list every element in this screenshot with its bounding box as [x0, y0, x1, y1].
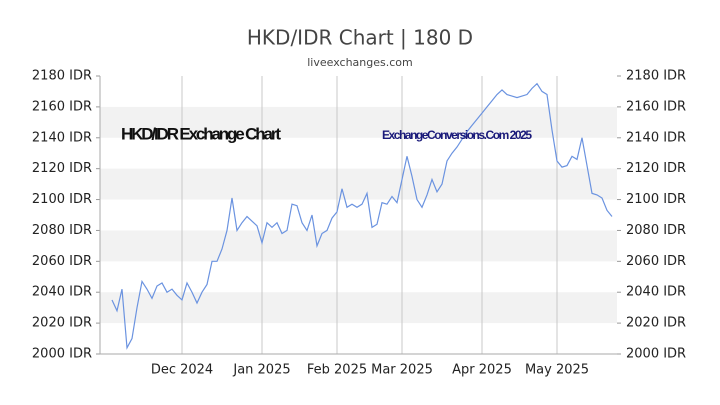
- y2-tick-label: 2120 IDR: [626, 161, 686, 176]
- grid-band: [100, 106, 617, 138]
- y-tick-label: 2160 IDR: [32, 99, 92, 114]
- x-tick-label: Feb 2025: [307, 363, 367, 378]
- y-tick-label: 2000 IDR: [32, 347, 92, 362]
- y2-tick-label: 2100 IDR: [626, 192, 686, 207]
- annotation: ExchangeConversions.Com 2025: [382, 128, 532, 142]
- y-tick-label: 2040 IDR: [32, 285, 92, 300]
- y2-tick-label: 2160 IDR: [626, 99, 686, 114]
- x-tick-label: Apr 2025: [452, 363, 512, 378]
- y2-tick-label: 2020 IDR: [626, 316, 686, 331]
- y-tick-label: 2180 IDR: [32, 69, 92, 84]
- y2-tick-label: 2080 IDR: [626, 223, 686, 238]
- y-tick-label: 2080 IDR: [32, 223, 92, 238]
- x-tick-label: Mar 2025: [371, 363, 433, 378]
- y-tick-label: 2060 IDR: [32, 254, 92, 269]
- data-line: [111, 82, 613, 350]
- annotation: HKD/IDR Exchange Chart: [121, 124, 281, 143]
- chart-subtitle: liveexchanges.com: [307, 56, 412, 69]
- x-tick-label: Jan 2025: [232, 363, 290, 378]
- chart-title: HKD/IDR Chart | 180 D: [247, 26, 473, 50]
- y2-tick-label: 2140 IDR: [626, 130, 686, 145]
- grid-bands: [100, 106, 617, 324]
- y-tick-label: 2020 IDR: [32, 316, 92, 331]
- grid-band: [100, 168, 617, 200]
- y2-tick-label: 2060 IDR: [626, 254, 686, 269]
- y2-tick-label: 2180 IDR: [626, 69, 686, 84]
- x-tick-label: Dec 2024: [151, 363, 213, 378]
- y-tick-label: 2100 IDR: [32, 192, 92, 207]
- y2-tick-label: 2040 IDR: [626, 285, 686, 300]
- y-tick-label: 2140 IDR: [32, 130, 92, 145]
- y-tick-label: 2120 IDR: [32, 161, 92, 176]
- x-tick-label: May 2025: [525, 363, 589, 378]
- y2-tick-label: 2000 IDR: [626, 347, 686, 362]
- plot: 2000 IDR 2000 IDR 2020 IDR 2020 IDR 2040 IDR…: [32, 69, 686, 378]
- grid-band: [100, 292, 617, 324]
- grid-band: [100, 230, 617, 262]
